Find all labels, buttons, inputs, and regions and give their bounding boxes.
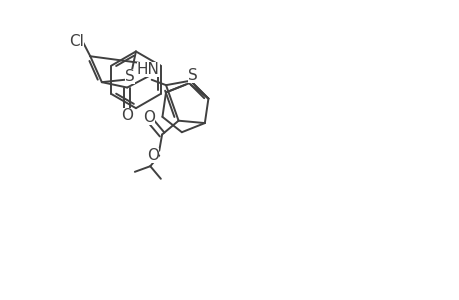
Text: S: S — [125, 69, 134, 84]
Text: O: O — [147, 148, 159, 163]
Text: Cl: Cl — [69, 34, 84, 49]
Text: O: O — [143, 110, 155, 125]
Text: S: S — [188, 68, 197, 83]
Text: O: O — [121, 108, 133, 123]
Text: HN: HN — [136, 62, 159, 77]
